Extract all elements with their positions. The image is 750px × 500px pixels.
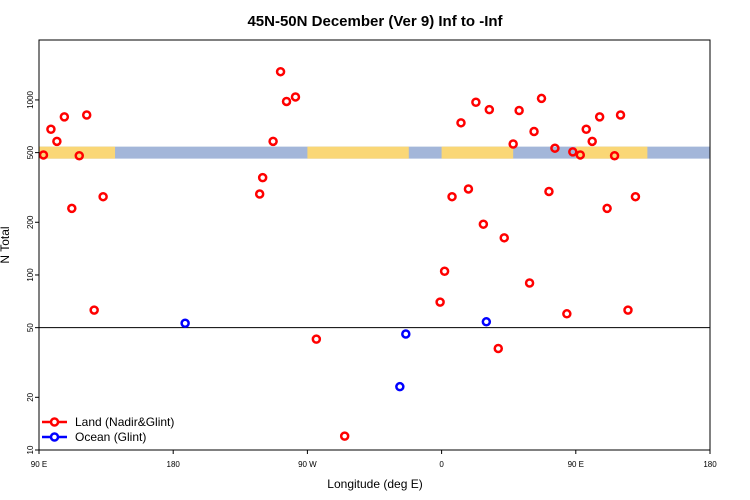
land-point bbox=[463, 184, 474, 194]
land-segment bbox=[441, 146, 514, 159]
y-tick-label: 10 bbox=[26, 445, 35, 454]
land-point bbox=[550, 143, 560, 153]
land-point bbox=[609, 150, 620, 161]
land-point bbox=[257, 172, 268, 183]
land-ocean-strip bbox=[39, 146, 710, 159]
land-point bbox=[98, 191, 108, 202]
land-point bbox=[281, 96, 292, 107]
land-point bbox=[562, 309, 572, 319]
y-tick-label: 100 bbox=[26, 268, 35, 282]
legend-marker bbox=[49, 417, 60, 427]
land-point bbox=[311, 334, 322, 344]
x-axis-label: Longitude (deg E) bbox=[327, 477, 422, 491]
land-point bbox=[499, 233, 509, 243]
land-point bbox=[89, 305, 99, 315]
land-point bbox=[615, 110, 626, 120]
land-point bbox=[568, 147, 578, 157]
land-point bbox=[544, 186, 554, 197]
chart-title: 45N-50N December (Ver 9) Inf to -Inf bbox=[247, 13, 503, 30]
y-axis-label: N Total bbox=[0, 226, 12, 263]
land-point bbox=[630, 191, 641, 202]
ocean-point bbox=[481, 317, 492, 327]
land-point bbox=[46, 124, 56, 135]
land-point bbox=[575, 150, 586, 160]
land-point bbox=[52, 136, 62, 147]
y-axis: 10 20 50 100 200 500 1000 bbox=[26, 90, 39, 454]
y-tick-label: 200 bbox=[26, 215, 35, 229]
land-point bbox=[587, 136, 597, 147]
land-point bbox=[81, 110, 92, 120]
x-tick-label: 180 bbox=[703, 460, 717, 469]
x-tick-label: 90 E bbox=[31, 460, 47, 469]
land-point bbox=[447, 191, 457, 202]
x-tick-label: 90 E bbox=[568, 460, 584, 469]
land-point bbox=[471, 97, 481, 108]
ocean-point bbox=[180, 318, 190, 328]
land-point bbox=[439, 266, 450, 277]
land-point bbox=[268, 136, 278, 147]
x-tick-label: 0 bbox=[439, 460, 444, 469]
land-point bbox=[339, 431, 350, 441]
legend: Land (Nadir&Glint)Ocean (Glint) bbox=[42, 415, 174, 444]
y-tick-label: 1000 bbox=[26, 90, 35, 108]
land-point bbox=[594, 112, 605, 122]
x-axis: 90 E 180 90 W 0 90 E 180 bbox=[31, 450, 717, 469]
land-point bbox=[493, 343, 504, 354]
land-point bbox=[581, 124, 591, 135]
land-point bbox=[508, 139, 518, 149]
land-point bbox=[38, 150, 49, 160]
land-point bbox=[484, 104, 495, 115]
land-point bbox=[514, 105, 524, 116]
ocean-point bbox=[401, 329, 411, 339]
land-point bbox=[74, 150, 85, 161]
legend-marker bbox=[49, 432, 60, 442]
legend-label: Land (Nadir&Glint) bbox=[75, 415, 174, 429]
land-point bbox=[254, 189, 265, 199]
y-tick-label: 20 bbox=[26, 392, 35, 401]
land-point bbox=[290, 92, 301, 102]
land-point bbox=[623, 305, 633, 315]
land-point bbox=[275, 66, 286, 77]
land-point bbox=[435, 297, 445, 307]
data-points bbox=[38, 66, 641, 441]
land-point bbox=[529, 126, 539, 137]
y-tick-label: 500 bbox=[26, 145, 35, 159]
x-tick-label: 90 W bbox=[298, 460, 317, 469]
land-point bbox=[602, 203, 612, 214]
land-point bbox=[456, 118, 466, 128]
land-point bbox=[478, 219, 489, 229]
y-tick-label: 50 bbox=[26, 323, 35, 332]
ocean-point bbox=[395, 381, 405, 392]
land-point bbox=[67, 203, 77, 214]
land-point bbox=[536, 93, 547, 104]
legend-label: Ocean (Glint) bbox=[75, 430, 146, 444]
plot-frame bbox=[38, 39, 711, 451]
land-point bbox=[59, 112, 70, 122]
land-segment bbox=[307, 146, 409, 159]
x-tick-label: 180 bbox=[167, 460, 181, 469]
land-point bbox=[524, 278, 535, 288]
